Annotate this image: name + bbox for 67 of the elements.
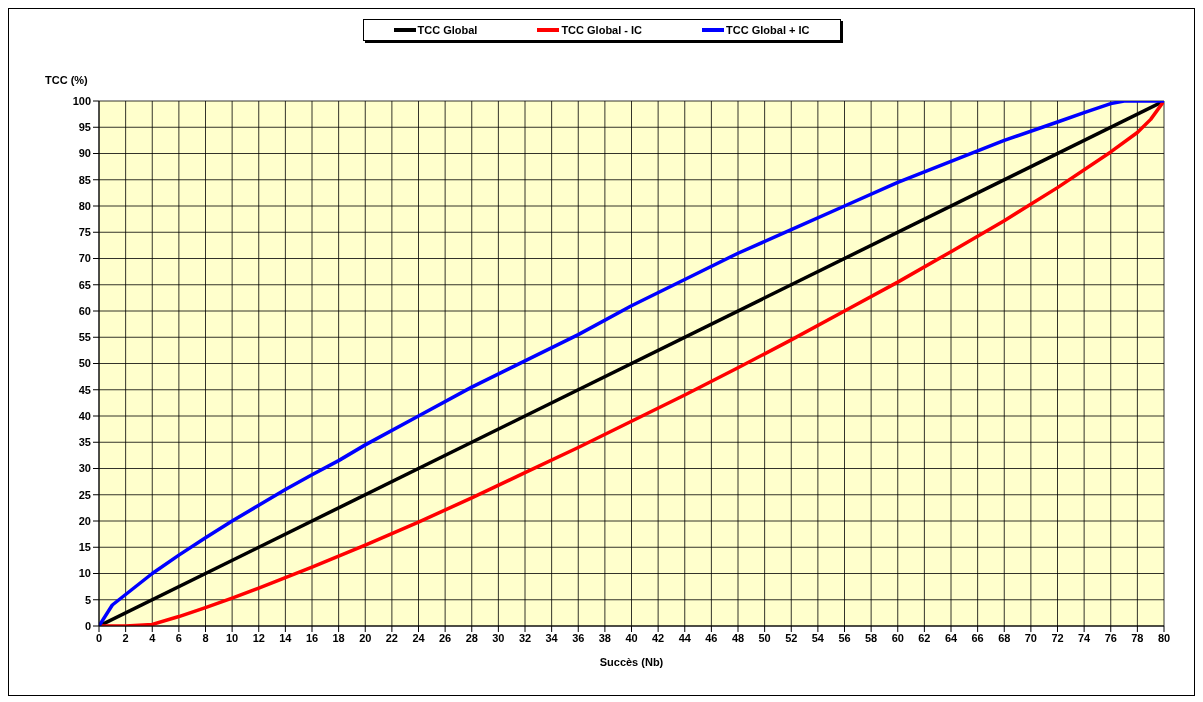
x-tick-label: 20	[359, 631, 372, 644]
x-tick-label: 0	[95, 631, 103, 644]
y-tick-label: 90	[78, 147, 91, 160]
x-tick-label: 76	[1104, 631, 1117, 644]
x-tick-label: 32	[518, 631, 532, 644]
legend-label: TCC Global - IC	[561, 24, 643, 36]
legend-label: TCC Global	[417, 24, 478, 36]
x-tick-label: 62	[918, 631, 931, 644]
x-tick-label: 8	[202, 631, 209, 644]
x-tick-label: 2	[122, 631, 129, 644]
x-tick-label: 28	[465, 631, 478, 644]
x-tick-label: 14	[279, 631, 293, 644]
x-tick-label: 16	[305, 631, 319, 644]
x-tick-label: 52	[785, 631, 798, 644]
x-tick-label: 22	[385, 631, 398, 644]
y-axis-title: TCC (%)	[45, 74, 88, 86]
y-tick-label: 15	[78, 541, 91, 554]
y-tick-label: 40	[78, 409, 91, 422]
x-axis-title: Succès (Nb)	[599, 656, 664, 668]
x-tick-label: 74	[1078, 631, 1092, 644]
y-tick-label: 55	[78, 331, 91, 344]
y-tick-label: 50	[78, 357, 91, 370]
x-tick-label: 72	[1051, 631, 1064, 644]
y-tick-label: 85	[78, 173, 91, 186]
x-tick-label: 6	[175, 631, 182, 644]
legend-label: TCC Global + IC	[726, 24, 810, 36]
x-tick-label: 54	[811, 631, 825, 644]
x-tick-label: 64	[944, 631, 958, 644]
x-tick-label: 30	[492, 631, 505, 644]
x-tick-label: 42	[652, 631, 665, 644]
y-tick-label: 45	[78, 383, 91, 396]
x-tick-label: 68	[998, 631, 1011, 644]
y-tick-label: 60	[78, 304, 91, 317]
y-tick-label: 35	[78, 436, 91, 449]
x-tick-label: 56	[838, 631, 851, 644]
y-tick-label: 65	[78, 278, 91, 291]
x-tick-label: 50	[758, 631, 771, 644]
x-tick-label: 80	[1157, 631, 1171, 644]
x-tick-label: 18	[332, 631, 345, 644]
y-tick-label: 95	[78, 121, 91, 134]
x-tick-label: 60	[891, 631, 904, 644]
x-tick-label: 40	[625, 631, 638, 644]
x-tick-label: 78	[1131, 631, 1144, 644]
y-tick-label: 30	[78, 462, 91, 475]
x-tick-label: 48	[731, 631, 745, 644]
x-tick-label: 58	[865, 631, 878, 644]
x-tick-label: 36	[572, 631, 585, 644]
x-tick-label: 70	[1024, 631, 1037, 644]
y-tick-label: 70	[78, 252, 91, 265]
x-tick-label: 26	[439, 631, 452, 644]
x-tick-label: 66	[971, 631, 984, 644]
x-tick-label: 24	[412, 631, 426, 644]
x-tick-label: 4	[149, 631, 157, 644]
x-tick-label: 10	[226, 631, 239, 644]
x-tick-label: 34	[545, 631, 559, 644]
y-tick-label: 25	[78, 488, 91, 501]
y-tick-label: 100	[72, 94, 91, 107]
x-tick-label: 46	[705, 631, 718, 644]
x-tick-label: 44	[678, 631, 692, 644]
x-tick-label: 38	[598, 631, 611, 644]
y-tick-label: 5	[84, 593, 91, 606]
y-tick-label: 75	[78, 226, 91, 239]
y-tick-label: 10	[78, 567, 91, 580]
y-tick-label: 0	[84, 619, 91, 632]
y-tick-label: 20	[78, 514, 91, 527]
y-tick-label: 80	[78, 199, 91, 212]
x-tick-label: 12	[252, 631, 265, 644]
